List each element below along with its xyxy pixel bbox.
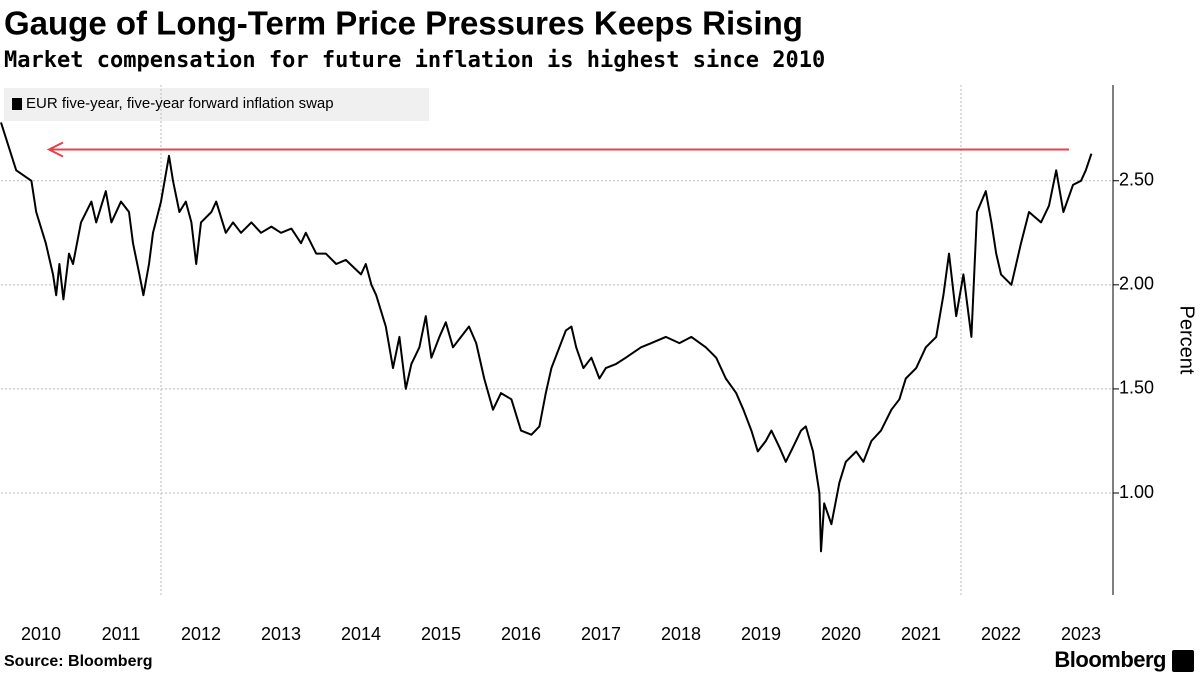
x-tick-label: 2020 xyxy=(821,624,861,644)
y-tick-label: 1.00 xyxy=(1119,482,1154,502)
brand: Bloomberg xyxy=(1054,647,1166,672)
arrow-head xyxy=(46,141,64,158)
source: Source: Bloomberg xyxy=(4,653,152,670)
legend-box xyxy=(4,88,429,121)
legend-label: EUR five-year, five-year forward inflati… xyxy=(26,95,334,112)
x-tick-label: 2011 xyxy=(102,624,141,644)
x-tick-label: 2010 xyxy=(21,624,61,644)
x-tick-label: 2016 xyxy=(501,624,541,644)
x-tick-label: 2018 xyxy=(661,624,701,644)
brand-icon xyxy=(1172,650,1194,672)
series-line xyxy=(0,122,1093,553)
y-tick-label: 2.00 xyxy=(1119,274,1154,294)
legend-swatch xyxy=(12,98,22,110)
x-tick-label: 2017 xyxy=(581,624,621,644)
x-tick-label: 2023 xyxy=(1061,624,1101,644)
x-tick-label: 2021 xyxy=(901,624,941,644)
y-tick-label: 2.50 xyxy=(1119,170,1154,190)
x-tick-label: 2014 xyxy=(341,624,381,644)
chart-subtitle: Market compensation for future inflation… xyxy=(4,48,825,73)
x-tick-label: 2013 xyxy=(261,624,301,644)
x-tick-label: 2022 xyxy=(981,624,1021,644)
x-tick-label: 2019 xyxy=(741,624,781,644)
y-tick-label: 1.50 xyxy=(1119,378,1154,398)
chart-title: Gauge of Long-Term Price Pressures Keeps… xyxy=(4,5,803,42)
x-tick-label: 2015 xyxy=(421,624,461,644)
x-tick-label: 2012 xyxy=(181,624,221,644)
y-axis-label: Percent xyxy=(1176,306,1198,375)
